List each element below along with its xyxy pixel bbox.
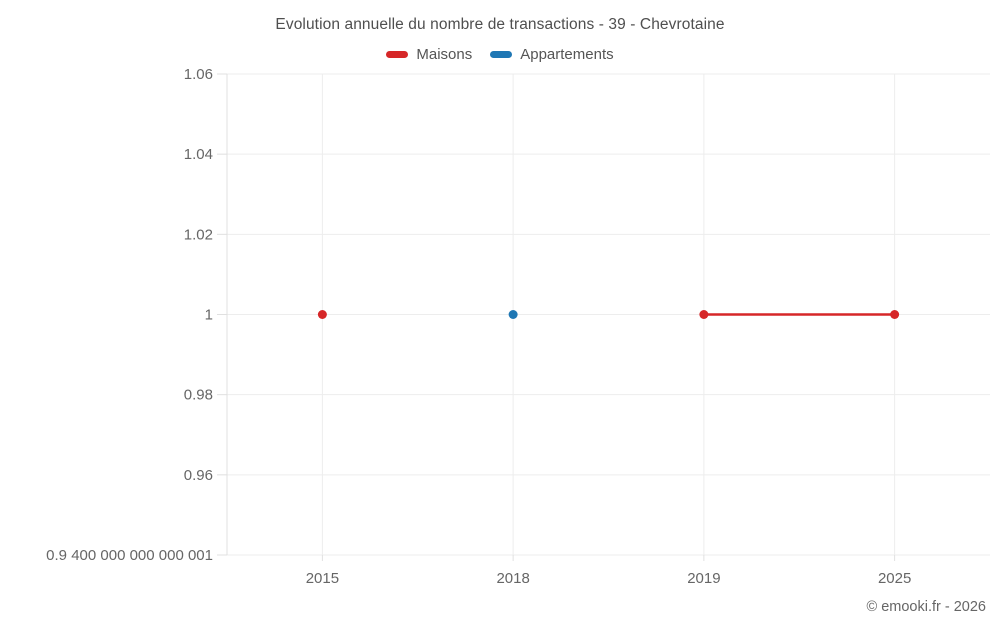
y-axis-tick-label: 1.02 — [184, 226, 213, 243]
legend-item-maisons[interactable]: Maisons — [386, 46, 472, 63]
data-point-appartements-2018[interactable] — [508, 310, 518, 319]
data-point-maisons-2015[interactable] — [317, 310, 327, 319]
copyright-text: © emooki.fr - 2026 — [866, 599, 986, 615]
y-axis-tick-label: 1.06 — [184, 66, 213, 83]
legend-swatch-appartements — [490, 51, 513, 58]
data-point-maisons-2025[interactable] — [890, 310, 900, 319]
y-axis-tick-label: 1.04 — [184, 146, 213, 163]
y-axis-tick-label: 1 — [205, 307, 213, 324]
data-point-maisons-2019[interactable] — [699, 310, 709, 319]
chart-title: Evolution annuelle du nombre de transact… — [275, 16, 725, 33]
x-axis-tick-label: 2025 — [878, 570, 911, 587]
legend-swatch-maisons — [386, 51, 409, 58]
y-axis-tick-label: 0.98 — [184, 387, 213, 404]
chart-legend: Maisons Appartements — [0, 46, 1000, 63]
y-axis-tick-label: 0.9 400 000 000 000 001 — [46, 547, 213, 564]
x-axis-tick-label: 2015 — [306, 570, 339, 587]
y-axis-tick-label: 0.96 — [184, 467, 213, 484]
legend-item-appartements[interactable]: Appartements — [490, 46, 614, 63]
legend-label: Appartements — [520, 46, 614, 63]
x-axis-tick-label: 2018 — [496, 570, 529, 587]
x-axis-tick-label: 2019 — [687, 570, 720, 587]
legend-label: Maisons — [416, 46, 473, 63]
